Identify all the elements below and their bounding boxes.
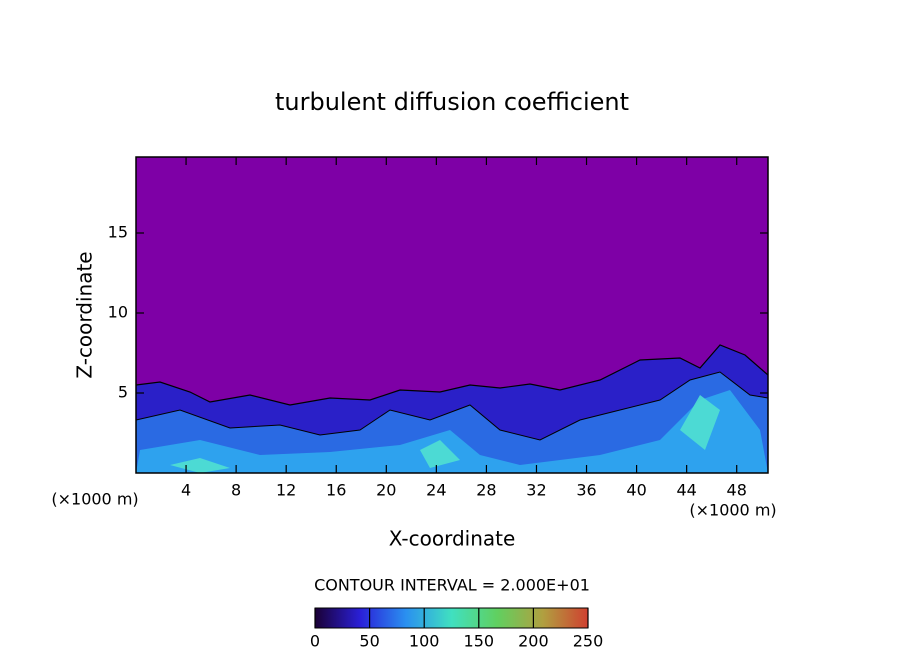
field-region (136, 372, 768, 473)
contour-interval: CONTOUR INTERVAL = 2.000E+01 (314, 576, 590, 595)
colorbar (314, 607, 589, 629)
x-tick-label: 36 (576, 481, 596, 500)
field-region (170, 395, 720, 473)
chart-title: turbulent diffusion coefficient (275, 88, 629, 116)
field (136, 344, 768, 473)
x-tick-label: 20 (376, 481, 396, 500)
x-tick-label: 24 (426, 481, 446, 500)
colorbar-tick-label: 250 (573, 632, 604, 651)
x-tick-label: 32 (526, 481, 546, 500)
x-axis-label: X-coordinate (389, 527, 516, 551)
colorbar-tick-label: 200 (518, 632, 549, 651)
x-tick-label: 4 (181, 481, 191, 500)
y-unit: (×1000 m) (51, 490, 138, 509)
y-tick-label: 10 (108, 303, 128, 322)
x-unit: (×1000 m) (689, 501, 776, 520)
colorbar-tick-label: 0 (310, 632, 320, 651)
contour-line (136, 344, 768, 406)
y-tick-label: 15 (108, 223, 128, 242)
x-tick-label: 16 (326, 481, 346, 500)
x-tick-label: 40 (626, 481, 646, 500)
colorbar-tick-label: 150 (464, 632, 495, 651)
x-tick-label: 48 (727, 481, 747, 500)
y-tick-label: 5 (118, 383, 128, 402)
contour-line (136, 371, 768, 441)
x-tick-label: 12 (276, 481, 296, 500)
x-tick-label: 28 (476, 481, 496, 500)
y-axis-label: Z-coordinate (73, 251, 97, 378)
colorbar-tick-label: 50 (359, 632, 379, 651)
x-tick-label: 8 (231, 481, 241, 500)
x-tick-label: 44 (676, 481, 696, 500)
plot-frame (135, 156, 769, 474)
colorbar-tick-label: 100 (409, 632, 440, 651)
